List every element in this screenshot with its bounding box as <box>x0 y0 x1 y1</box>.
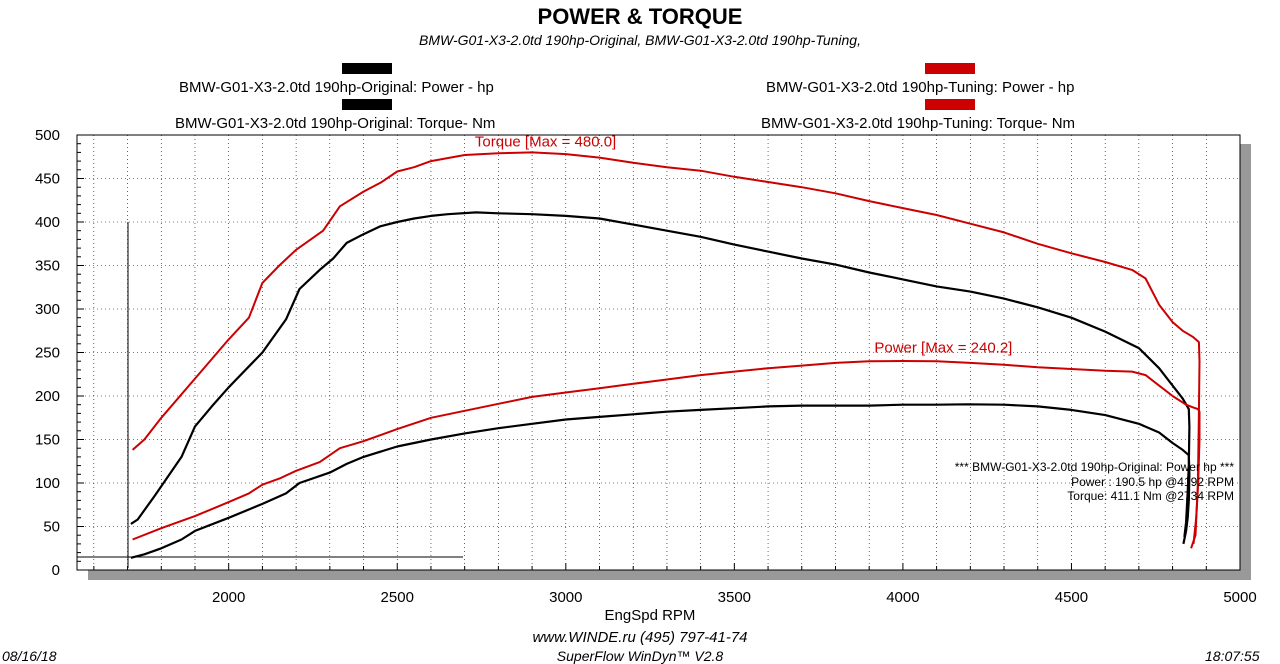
footer-url: www.WINDE.ru (495) 797-41-74 <box>532 629 748 646</box>
y-tick-label: 200 <box>35 388 60 405</box>
legend-swatch-tuning-power <box>925 63 975 74</box>
x-tick-label: 2000 <box>212 589 245 606</box>
x-tick-label: 3000 <box>549 589 582 606</box>
y-tick-label: 50 <box>43 519 60 536</box>
x-axis-label: EngSpd RPM <box>605 607 696 624</box>
annotations: Torque [Max = 480.0] Power [Max = 240.2] <box>475 133 1012 356</box>
y-tick-label: 350 <box>35 258 60 275</box>
annotation-power-max: Power [Max = 240.2] <box>874 340 1012 357</box>
info-box-power: Power : 190.5 hp @4192 RPM <box>1071 475 1234 489</box>
axis-ticks: 0 50 100 150 200 250 300 350 400 450 500 2000 2500 30… <box>35 127 1257 606</box>
annotation-torque-max: Torque [Max = 480.0] <box>475 133 616 150</box>
chart-subtitle: BMW-G01-X3-2.0td 190hp-Original, BMW-G01… <box>419 32 861 48</box>
x-tick-label: 4500 <box>1055 589 1088 606</box>
info-box-line1: *** BMW-G01-X3-2.0td 190hp-Original: Pow… <box>955 460 1235 474</box>
grid <box>77 135 1240 570</box>
legend-label-original-torque: BMW-G01-X3-2.0td 190hp-Original: Torque-… <box>175 115 496 132</box>
y-tick-label: 300 <box>35 301 60 318</box>
y-tick-label: 400 <box>35 214 60 231</box>
legend-swatch-original-power <box>342 63 392 74</box>
footer-time: 18:07:55 <box>1205 648 1260 664</box>
y-tick-label: 450 <box>35 171 60 188</box>
y-tick-label: 250 <box>35 345 60 362</box>
legend-swatch-original-torque <box>342 99 392 110</box>
legend-label-tuning-torque: BMW-G01-X3-2.0td 190hp-Tuning: Torque- N… <box>761 115 1076 132</box>
y-tick-label: 100 <box>35 475 60 492</box>
series-line-original-torque <box>130 211 1191 538</box>
x-tick-label: 5000 <box>1223 589 1256 606</box>
y-tick-label: 500 <box>35 127 60 144</box>
chart-title: POWER & TORQUE <box>537 4 743 29</box>
legend-label-tuning-power: BMW-G01-X3-2.0td 190hp-Tuning: Power - h… <box>766 79 1075 96</box>
footer-date: 08/16/18 <box>2 648 57 664</box>
x-tick-label: 3500 <box>718 589 751 606</box>
series <box>130 151 1201 559</box>
y-tick-label: 150 <box>35 432 60 449</box>
legend-label-original-power: BMW-G01-X3-2.0td 190hp-Original: Power -… <box>179 79 494 96</box>
series-line-original-power <box>130 403 1191 559</box>
x-tick-label: 2500 <box>381 589 414 606</box>
y-tick-label: 0 <box>52 562 60 579</box>
info-box-torque: Torque: 411.1 Nm @2734 RPM <box>1067 489 1234 503</box>
footer-software: SuperFlow WinDyn™ V2.8 <box>556 648 724 664</box>
series-line-tuning-torque <box>131 151 1201 549</box>
plot-area <box>76 134 1241 571</box>
x-tick-label: 4000 <box>886 589 919 606</box>
series-line-tuning-power <box>132 360 1201 545</box>
legend-swatch-tuning-torque <box>925 99 975 110</box>
